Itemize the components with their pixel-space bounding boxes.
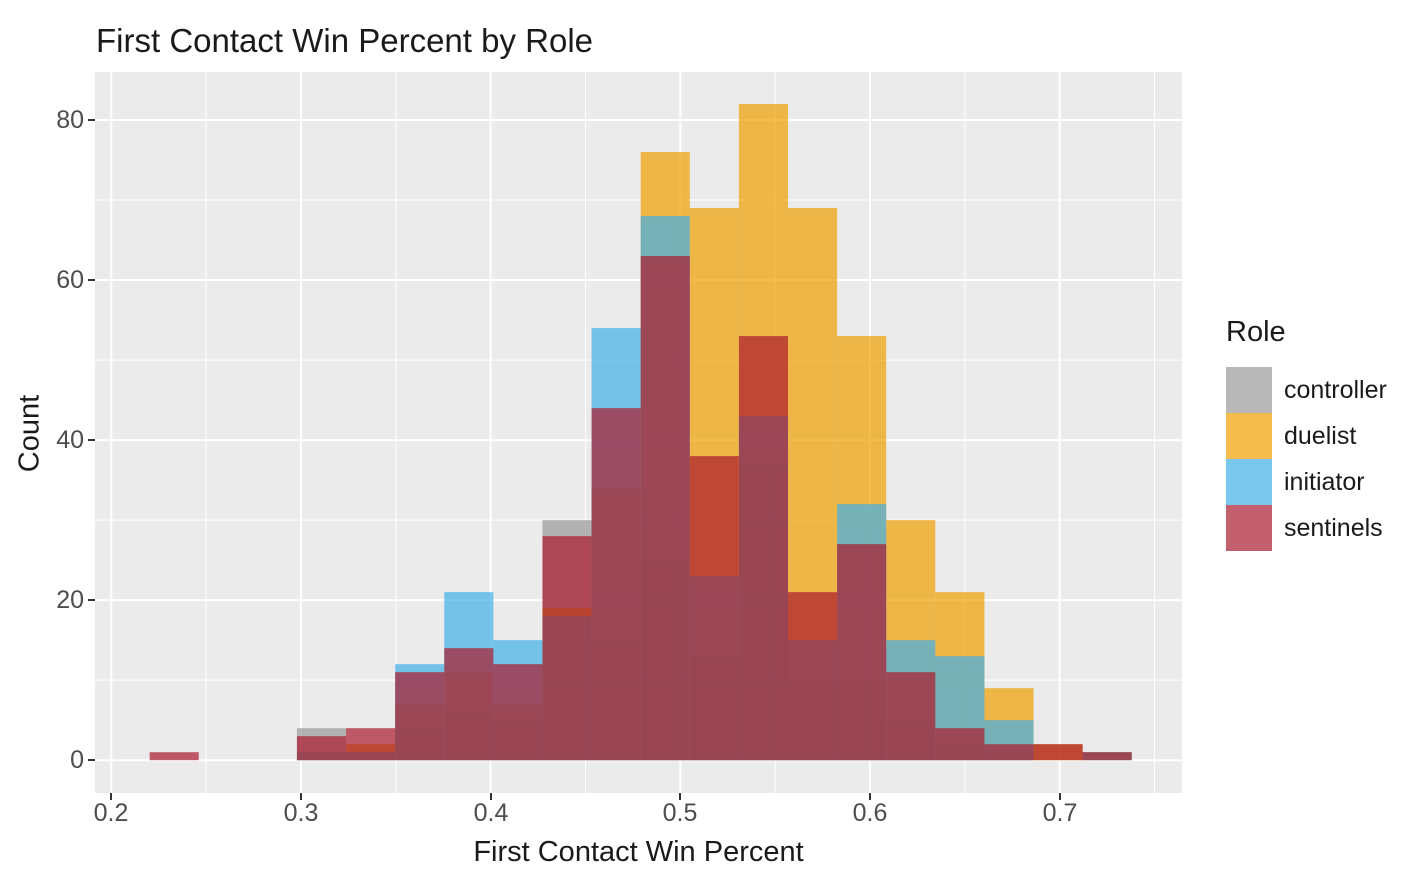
histogram-svg [95, 72, 1182, 793]
legend-item: duelist [1226, 413, 1356, 459]
plot-panel [95, 72, 1182, 793]
y-axis-tick-label: 40 [56, 426, 84, 454]
legend-key-initiator [1226, 459, 1272, 505]
y-tick-mark [88, 599, 95, 601]
x-axis-tick-label: 0.6 [852, 799, 888, 827]
histogram-bar [1082, 752, 1132, 761]
y-axis-tick-label: 60 [56, 266, 84, 294]
x-tick-mark [679, 793, 681, 800]
legend-key-duelist [1226, 413, 1272, 459]
histogram-bar [1033, 744, 1083, 761]
histogram-bar [886, 672, 936, 761]
x-axis-title: First Contact Win Percent [473, 836, 804, 868]
x-tick-mark [300, 793, 302, 800]
x-axis-tick-label: 0.4 [473, 799, 509, 827]
histogram-bar [788, 592, 838, 761]
y-axis-tick-label: 0 [70, 746, 84, 774]
histogram-bar [640, 256, 690, 761]
histogram-bar [395, 672, 445, 761]
histogram-bar [689, 456, 739, 761]
legend-label: sentinels [1284, 514, 1383, 542]
histogram-bar [444, 648, 494, 761]
y-axis-tick-label: 20 [56, 586, 84, 614]
histogram-bar [837, 544, 887, 761]
histogram-bar [493, 664, 543, 761]
legend: Role controller duelist initiator sentin… [1226, 316, 1387, 551]
x-tick-mark [110, 793, 112, 800]
series-sentinels [149, 256, 1132, 761]
y-axis-tick-label: 80 [56, 106, 84, 134]
legend-label: initiator [1284, 468, 1365, 496]
histogram-bar [984, 744, 1034, 761]
legend-label: controller [1284, 376, 1387, 404]
legend-key-controller [1226, 367, 1272, 413]
x-tick-mark [1059, 793, 1061, 800]
legend-item: controller [1226, 367, 1387, 413]
legend-item: sentinels [1226, 505, 1383, 551]
x-axis-tick-label: 0.5 [662, 799, 698, 827]
histogram-bar [542, 536, 592, 761]
x-tick-mark [490, 793, 492, 800]
legend-key-sentinels [1226, 505, 1272, 551]
legend-label: duelist [1284, 422, 1357, 450]
legend-title: Role [1226, 316, 1286, 348]
chart-title: First Contact Win Percent by Role [96, 22, 593, 59]
y-tick-mark [88, 119, 95, 121]
y-axis-title: Count [13, 394, 46, 473]
y-tick-mark [88, 439, 95, 441]
histogram-bar [935, 728, 985, 761]
y-tick-mark [88, 279, 95, 281]
x-tick-mark [869, 793, 871, 800]
x-axis-tick-label: 0.7 [1042, 799, 1078, 827]
y-tick-mark [88, 759, 95, 761]
histogram-bar [149, 752, 199, 761]
histogram-bar [296, 736, 347, 761]
histogram-bar [346, 728, 396, 761]
x-axis-tick-label: 0.3 [283, 799, 319, 827]
histogram-bar [738, 336, 788, 761]
legend-item: initiator [1226, 459, 1365, 505]
histogram-bar [591, 408, 641, 761]
x-axis-tick-label: 0.2 [93, 799, 129, 827]
